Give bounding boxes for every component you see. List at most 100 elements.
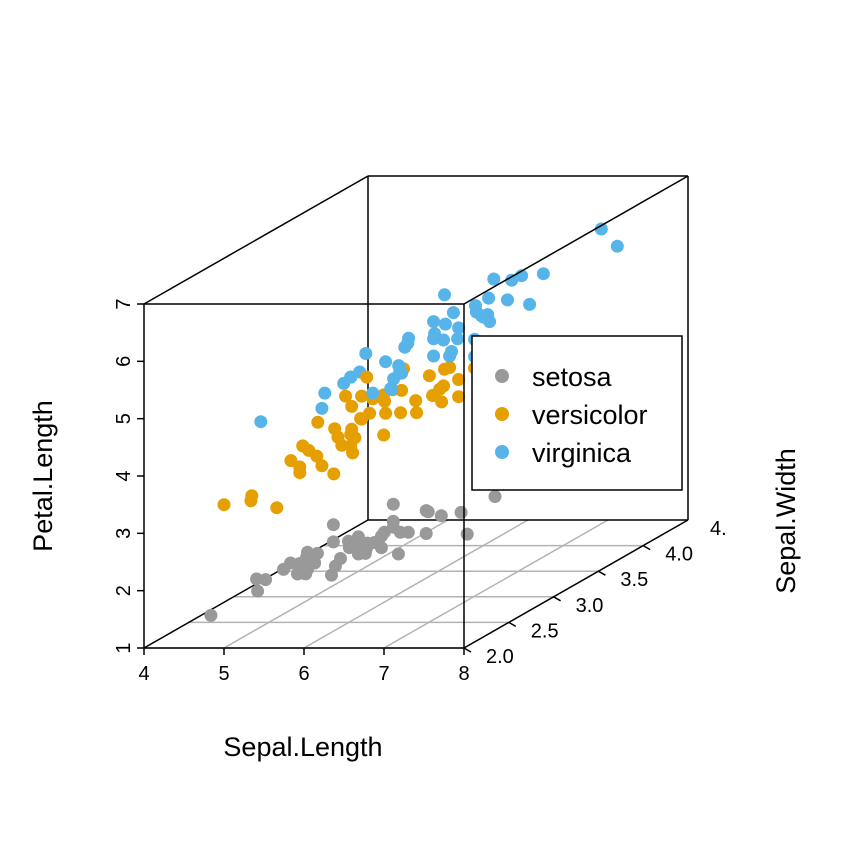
- data-point-setosa: [374, 541, 388, 555]
- data-point-versicolor: [348, 431, 362, 445]
- y-tick-mark: [553, 596, 561, 602]
- data-point-setosa: [393, 525, 407, 539]
- data-point-versicolor: [355, 389, 369, 403]
- box-edge: [143, 175, 369, 305]
- data-point-virginica: [318, 386, 332, 400]
- z-tick-label: 4: [113, 470, 135, 481]
- z-tick-label: 6: [113, 356, 135, 367]
- data-point-versicolor: [433, 382, 447, 396]
- data-point-virginica: [359, 347, 373, 360]
- legend: setosa versicolor virginica: [471, 335, 683, 491]
- data-point-versicolor: [435, 395, 449, 409]
- data-point-setosa: [250, 572, 264, 586]
- y-tick-mark: [508, 621, 517, 628]
- y-tick-mark: [642, 544, 651, 551]
- data-point-virginica: [452, 321, 466, 335]
- data-point-virginica: [610, 239, 624, 253]
- data-point-versicolor: [409, 394, 423, 408]
- data-point-versicolor: [244, 494, 258, 508]
- data-point-versicolor: [327, 467, 341, 481]
- legend-label-setosa: setosa: [532, 362, 613, 392]
- legend-marker-versicolor: [495, 407, 509, 421]
- grid-line-x: [223, 519, 449, 649]
- data-point-versicolor: [379, 406, 393, 420]
- z-axis-title: Petal.Length: [28, 400, 58, 552]
- data-point-versicolor: [410, 406, 424, 420]
- data-point-virginica: [501, 293, 514, 307]
- data-point-virginica: [379, 355, 393, 369]
- data-point-virginica: [366, 386, 380, 400]
- data-point-virginica: [451, 332, 465, 346]
- data-point-versicolor: [345, 399, 359, 413]
- data-point-setosa: [326, 518, 340, 532]
- z-tick-label: 2: [113, 585, 135, 596]
- data-point-virginica: [438, 317, 452, 331]
- z-tick-label: 1: [113, 642, 135, 653]
- data-point-setosa: [334, 552, 347, 565]
- data-point-virginica: [469, 299, 482, 313]
- data-point-setosa: [391, 547, 405, 561]
- data-point-setosa: [284, 556, 298, 570]
- data-point-setosa: [454, 505, 468, 519]
- data-point-setosa: [434, 509, 448, 523]
- data-point-setosa: [488, 490, 502, 503]
- data-point-setosa: [342, 534, 355, 548]
- data-point-versicolor: [302, 443, 316, 457]
- data-point-setosa: [386, 514, 400, 528]
- data-point-virginica: [446, 306, 460, 320]
- data-point-virginica: [536, 267, 550, 281]
- y-axis-title: Sepal.Width: [771, 448, 801, 594]
- data-point-setosa: [307, 555, 321, 569]
- data-point-versicolor: [284, 454, 298, 468]
- data-point-virginica: [523, 297, 537, 311]
- data-point-virginica: [315, 401, 329, 415]
- data-point-versicolor: [443, 361, 457, 374]
- data-point-versicolor: [315, 459, 329, 473]
- grid-line-x: [303, 519, 529, 649]
- data-point-versicolor: [360, 370, 374, 384]
- floor-grid: [144, 519, 644, 649]
- x-tick-label: 4: [138, 663, 149, 685]
- data-point-versicolor: [270, 501, 284, 515]
- z-tick-label: 7: [113, 298, 135, 309]
- box-edge: [463, 519, 689, 649]
- data-point-virginica: [384, 382, 398, 396]
- data-point-setosa: [251, 584, 265, 598]
- data-point-setosa: [386, 497, 400, 511]
- data-point-setosa: [204, 608, 218, 622]
- data-point-versicolor: [293, 466, 307, 480]
- legend-marker-virginica: [495, 445, 509, 459]
- data-point-versicolor: [217, 498, 231, 512]
- data-point-versicolor: [354, 412, 368, 425]
- data-point-virginica: [482, 291, 496, 305]
- grid-line-x: [383, 519, 609, 649]
- data-point-setosa: [325, 568, 338, 582]
- data-point-virginica: [481, 308, 495, 322]
- data-point-versicolor: [331, 430, 345, 444]
- y-tick-label: 4.: [710, 518, 727, 540]
- data-point-versicolor: [452, 390, 466, 404]
- data-point-virginica: [438, 288, 451, 302]
- y-tick-mark: [463, 647, 472, 653]
- data-point-setosa: [326, 535, 340, 549]
- data-point-virginica: [443, 349, 457, 363]
- data-point-virginica: [487, 272, 501, 286]
- data-point-setosa: [374, 529, 388, 543]
- x-tick-label: 8: [458, 663, 469, 685]
- z-tick-label: 3: [113, 528, 135, 539]
- data-point-virginica: [427, 349, 441, 363]
- legend-marker-setosa: [495, 369, 509, 383]
- data-point-versicolor: [377, 428, 391, 442]
- y-tick-label: 2.5: [531, 620, 559, 642]
- box-front-edges: [143, 175, 689, 649]
- y-tick-mark: [598, 570, 606, 576]
- data-point-virginica: [392, 359, 406, 373]
- data-point-versicolor: [311, 415, 325, 429]
- z-tick-label: 5: [113, 413, 135, 424]
- data-point-virginica: [594, 222, 608, 236]
- box-edge: [463, 175, 689, 305]
- y-tick-label: 4.0: [665, 544, 693, 566]
- x-tick-label: 5: [218, 663, 229, 685]
